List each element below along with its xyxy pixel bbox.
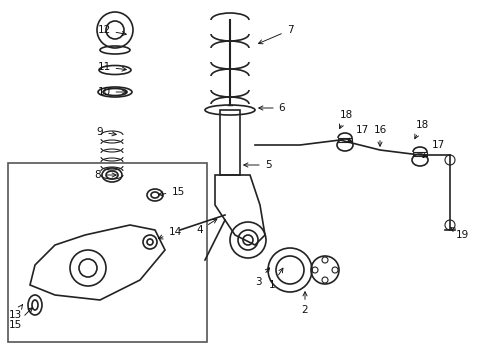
Text: 8: 8 (95, 170, 116, 180)
Text: 12: 12 (98, 25, 126, 36)
Text: 1: 1 (269, 268, 283, 290)
Text: 10: 10 (98, 87, 126, 97)
Text: 7: 7 (259, 25, 294, 44)
Text: 15: 15 (159, 187, 185, 197)
Bar (220, 110, 240, 175)
Text: 9: 9 (97, 127, 116, 137)
Text: 15: 15 (8, 308, 32, 330)
Text: 2: 2 (302, 292, 308, 315)
Text: 3: 3 (255, 268, 270, 287)
Text: 18: 18 (415, 120, 429, 139)
Text: 11: 11 (98, 62, 126, 72)
Text: 13: 13 (8, 305, 23, 320)
Text: 5: 5 (244, 160, 271, 170)
Bar (338, 138, 352, 142)
Text: 14: 14 (159, 227, 182, 239)
Text: 17: 17 (423, 140, 444, 158)
Text: 4: 4 (196, 219, 217, 235)
Text: 16: 16 (373, 125, 387, 146)
Bar (413, 152, 427, 156)
Text: 18: 18 (340, 110, 353, 129)
Text: 6: 6 (259, 103, 285, 113)
Text: 19: 19 (450, 227, 468, 240)
Text: 17: 17 (348, 125, 368, 143)
